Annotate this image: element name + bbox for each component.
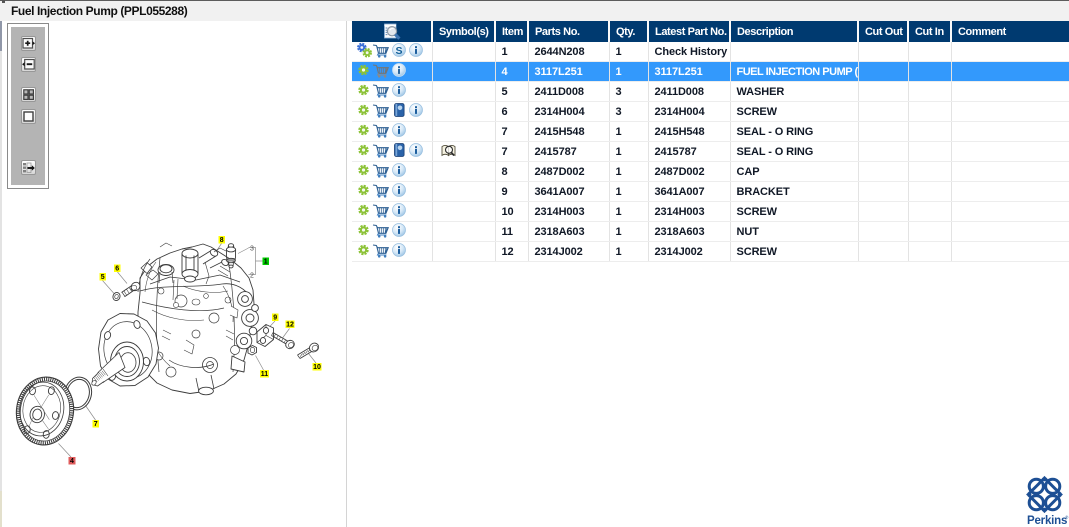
svg-text:8: 8 xyxy=(220,237,224,244)
svg-text:10: 10 xyxy=(313,364,321,371)
svg-text:3: 3 xyxy=(250,246,254,253)
svg-text:®: ® xyxy=(1065,514,1069,520)
svg-text:4: 4 xyxy=(70,458,74,465)
svg-text:12: 12 xyxy=(286,322,294,329)
svg-text:Perkins: Perkins xyxy=(1027,515,1067,527)
svg-text:6: 6 xyxy=(115,266,119,273)
svg-text:1: 1 xyxy=(264,259,268,266)
svg-text:9: 9 xyxy=(273,315,277,322)
svg-text:11: 11 xyxy=(261,371,269,378)
svg-text:2: 2 xyxy=(250,273,254,280)
svg-text:5: 5 xyxy=(101,274,105,281)
svg-text:7: 7 xyxy=(94,421,98,428)
